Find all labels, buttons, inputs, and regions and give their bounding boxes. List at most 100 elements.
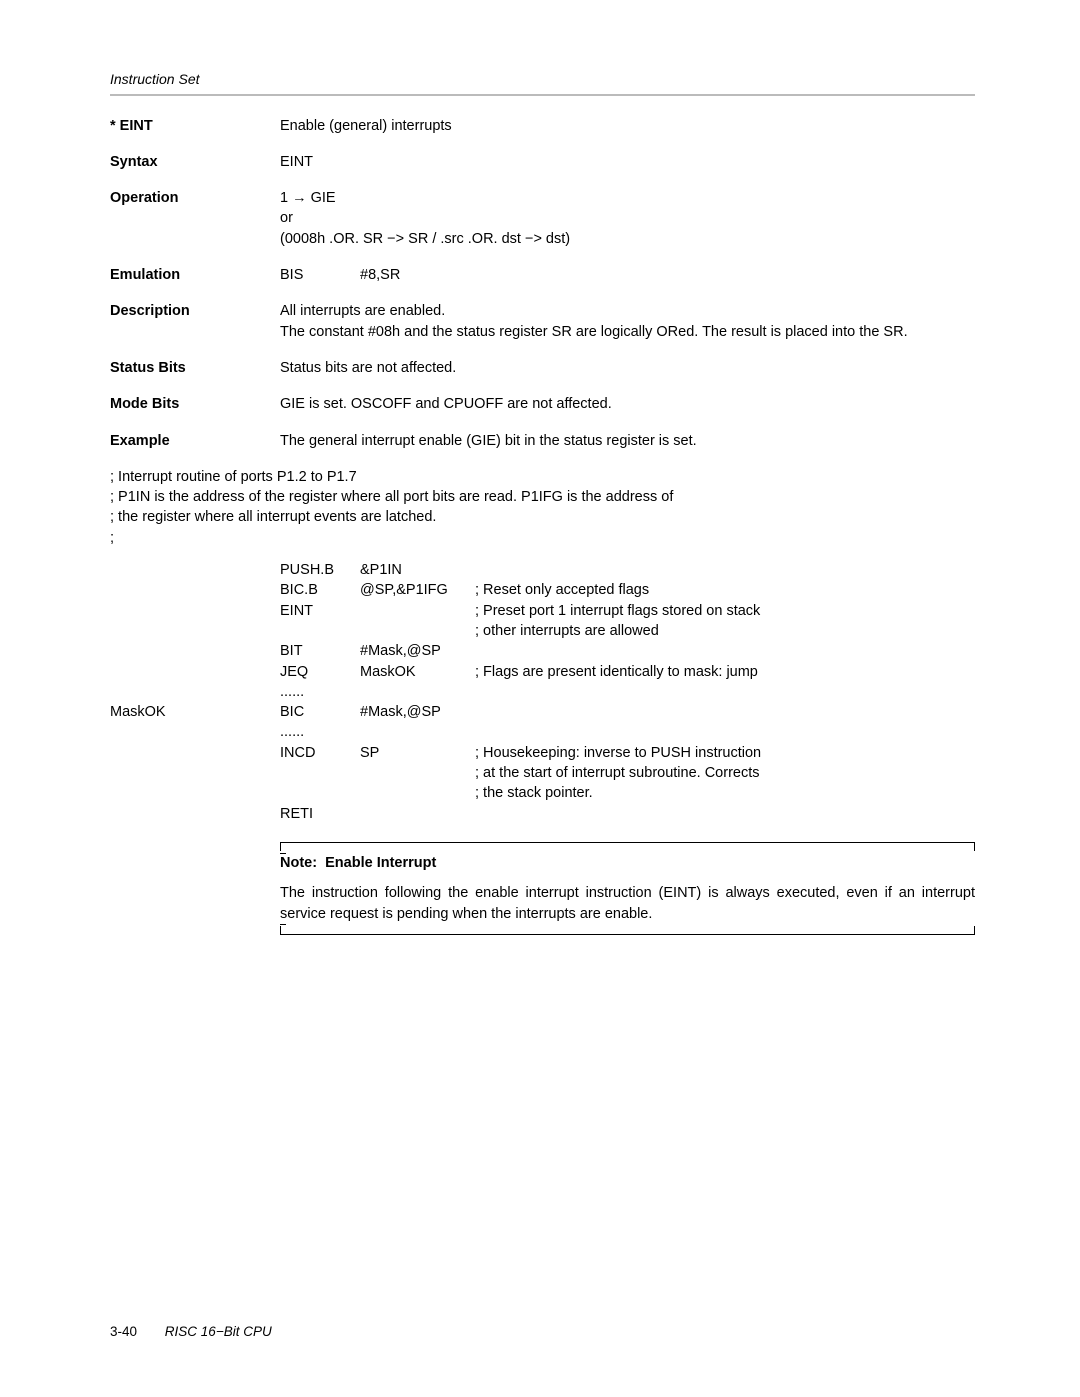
code-label	[110, 783, 280, 803]
note-box: Note: Enable Interrupt The instruction f…	[280, 842, 975, 935]
code-arg	[360, 783, 475, 803]
note-prefix: Note:	[280, 855, 317, 871]
label-syntax: Syntax	[110, 152, 280, 172]
code-comment	[475, 702, 975, 722]
code-label	[110, 804, 280, 824]
code-arg: SP	[360, 743, 475, 763]
content-modebits: GIE is set. OSCOFF and CPUOFF are not af…	[280, 394, 975, 414]
code-op: BIC	[280, 702, 360, 722]
content-description: All interrupts are enabled. The constant…	[280, 301, 975, 342]
comment-line: ; the register where all interrupt event…	[110, 507, 975, 527]
code-row: BIT#Mask,@SP	[110, 641, 975, 661]
code-arg	[360, 682, 475, 702]
code-comment: ; at the start of interrupt subroutine. …	[475, 763, 975, 783]
row-statusbits: Status Bits Status bits are not affected…	[110, 358, 975, 378]
code-op: EINT	[280, 601, 360, 621]
code-row: PUSH.B&P1IN	[110, 560, 975, 580]
footer-title: RISC 16−Bit CPU	[165, 1324, 272, 1339]
code-row: MaskOKBIC#Mask,@SP	[110, 702, 975, 722]
code-label	[110, 763, 280, 783]
code-arg	[360, 804, 475, 824]
right-arrow-icon: →	[292, 190, 307, 206]
code-row: ; other interrupts are allowed	[110, 621, 975, 641]
op-line3: (0008h .OR. SR −> SR / .src .OR. dst −> …	[280, 229, 975, 249]
code-op	[280, 763, 360, 783]
note-body: The instruction following the enable int…	[280, 883, 975, 924]
label-description: Description	[110, 301, 280, 342]
op-line1a: 1	[280, 190, 292, 206]
row-syntax: Syntax EINT	[110, 152, 975, 172]
content-example: The general interrupt enable (GIE) bit i…	[280, 431, 975, 451]
label-emulation: Emulation	[110, 265, 280, 285]
code-row: ; at the start of interrupt subroutine. …	[110, 763, 975, 783]
code-arg: @SP,&P1IFG	[360, 580, 475, 600]
row-operation: Operation 1 → GIE or (0008h .OR. SR −> S…	[110, 188, 975, 249]
code-op: BIT	[280, 641, 360, 661]
code-op: ......	[280, 682, 360, 702]
header-rule	[110, 94, 975, 96]
code-arg	[360, 763, 475, 783]
code-arg: &P1IN	[360, 560, 475, 580]
code-table: PUSH.B&P1INBIC.B@SP,&P1IFG; Reset only a…	[110, 560, 975, 824]
code-label	[110, 560, 280, 580]
code-label	[110, 621, 280, 641]
code-comment	[475, 722, 975, 742]
footer-page-number: 3-40	[110, 1324, 137, 1339]
code-row: INCDSP; Housekeeping: inverse to PUSH in…	[110, 743, 975, 763]
code-label	[110, 601, 280, 621]
row-example: Example The general interrupt enable (GI…	[110, 431, 975, 451]
code-arg: MaskOK	[360, 662, 475, 682]
code-comment	[475, 804, 975, 824]
code-op: PUSH.B	[280, 560, 360, 580]
content-statusbits: Status bits are not affected.	[280, 358, 975, 378]
code-label	[110, 580, 280, 600]
code-comment: ; the stack pointer.	[475, 783, 975, 803]
code-label	[110, 743, 280, 763]
code-label	[110, 641, 280, 661]
emulation-arg: #8,SR	[360, 265, 400, 285]
code-row: RETI	[110, 804, 975, 824]
code-comment	[475, 560, 975, 580]
code-op	[280, 783, 360, 803]
op-line1b: GIE	[307, 190, 336, 206]
code-arg	[360, 621, 475, 641]
code-op	[280, 621, 360, 641]
row-emulation: Emulation BIS #8,SR	[110, 265, 975, 285]
row-modebits: Mode Bits GIE is set. OSCOFF and CPUOFF …	[110, 394, 975, 414]
op-line2: or	[280, 208, 975, 228]
comment-line: ; P1IN is the address of the register wh…	[110, 487, 975, 507]
label-eint: * EINT	[110, 116, 280, 136]
code-arg: #Mask,@SP	[360, 702, 475, 722]
code-comment	[475, 641, 975, 661]
code-comment: ; Reset only accepted flags	[475, 580, 975, 600]
page-footer: 3-40 RISC 16−Bit CPU	[110, 1323, 272, 1342]
section-header: Instruction Set	[110, 70, 975, 90]
code-op: JEQ	[280, 662, 360, 682]
row-eint: * EINT Enable (general) interrupts	[110, 116, 975, 136]
content-emulation: BIS #8,SR	[280, 265, 975, 285]
code-arg	[360, 601, 475, 621]
content-syntax: EINT	[280, 152, 975, 172]
label-statusbits: Status Bits	[110, 358, 280, 378]
note-title: Note: Enable Interrupt	[280, 853, 975, 873]
code-comment	[475, 682, 975, 702]
code-comment: ; other interrupts are allowed	[475, 621, 975, 641]
code-label	[110, 682, 280, 702]
content-eint: Enable (general) interrupts	[280, 116, 975, 136]
code-row: JEQMaskOK; Flags are present identically…	[110, 662, 975, 682]
content-operation: 1 → GIE or (0008h .OR. SR −> SR / .src .…	[280, 188, 975, 249]
comment-line: ; Interrupt routine of ports P1.2 to P1.…	[110, 467, 975, 487]
code-comment: ; Housekeeping: inverse to PUSH instruct…	[475, 743, 975, 763]
emulation-op: BIS	[280, 265, 360, 285]
label-modebits: Mode Bits	[110, 394, 280, 414]
code-row: EINT ; Preset port 1 interrupt flags stor…	[110, 601, 975, 621]
label-example: Example	[110, 431, 280, 451]
code-op: RETI	[280, 804, 360, 824]
code-arg: #Mask,@SP	[360, 641, 475, 661]
code-arg	[360, 722, 475, 742]
code-row: BIC.B@SP,&P1IFG; Reset only accepted fla…	[110, 580, 975, 600]
code-op: BIC.B	[280, 580, 360, 600]
code-comment: ; Flags are present identically to mask:…	[475, 662, 975, 682]
code-comment: ; Preset port 1 interrupt flags stored o…	[475, 601, 975, 621]
row-description: Description All interrupts are enabled. …	[110, 301, 975, 342]
